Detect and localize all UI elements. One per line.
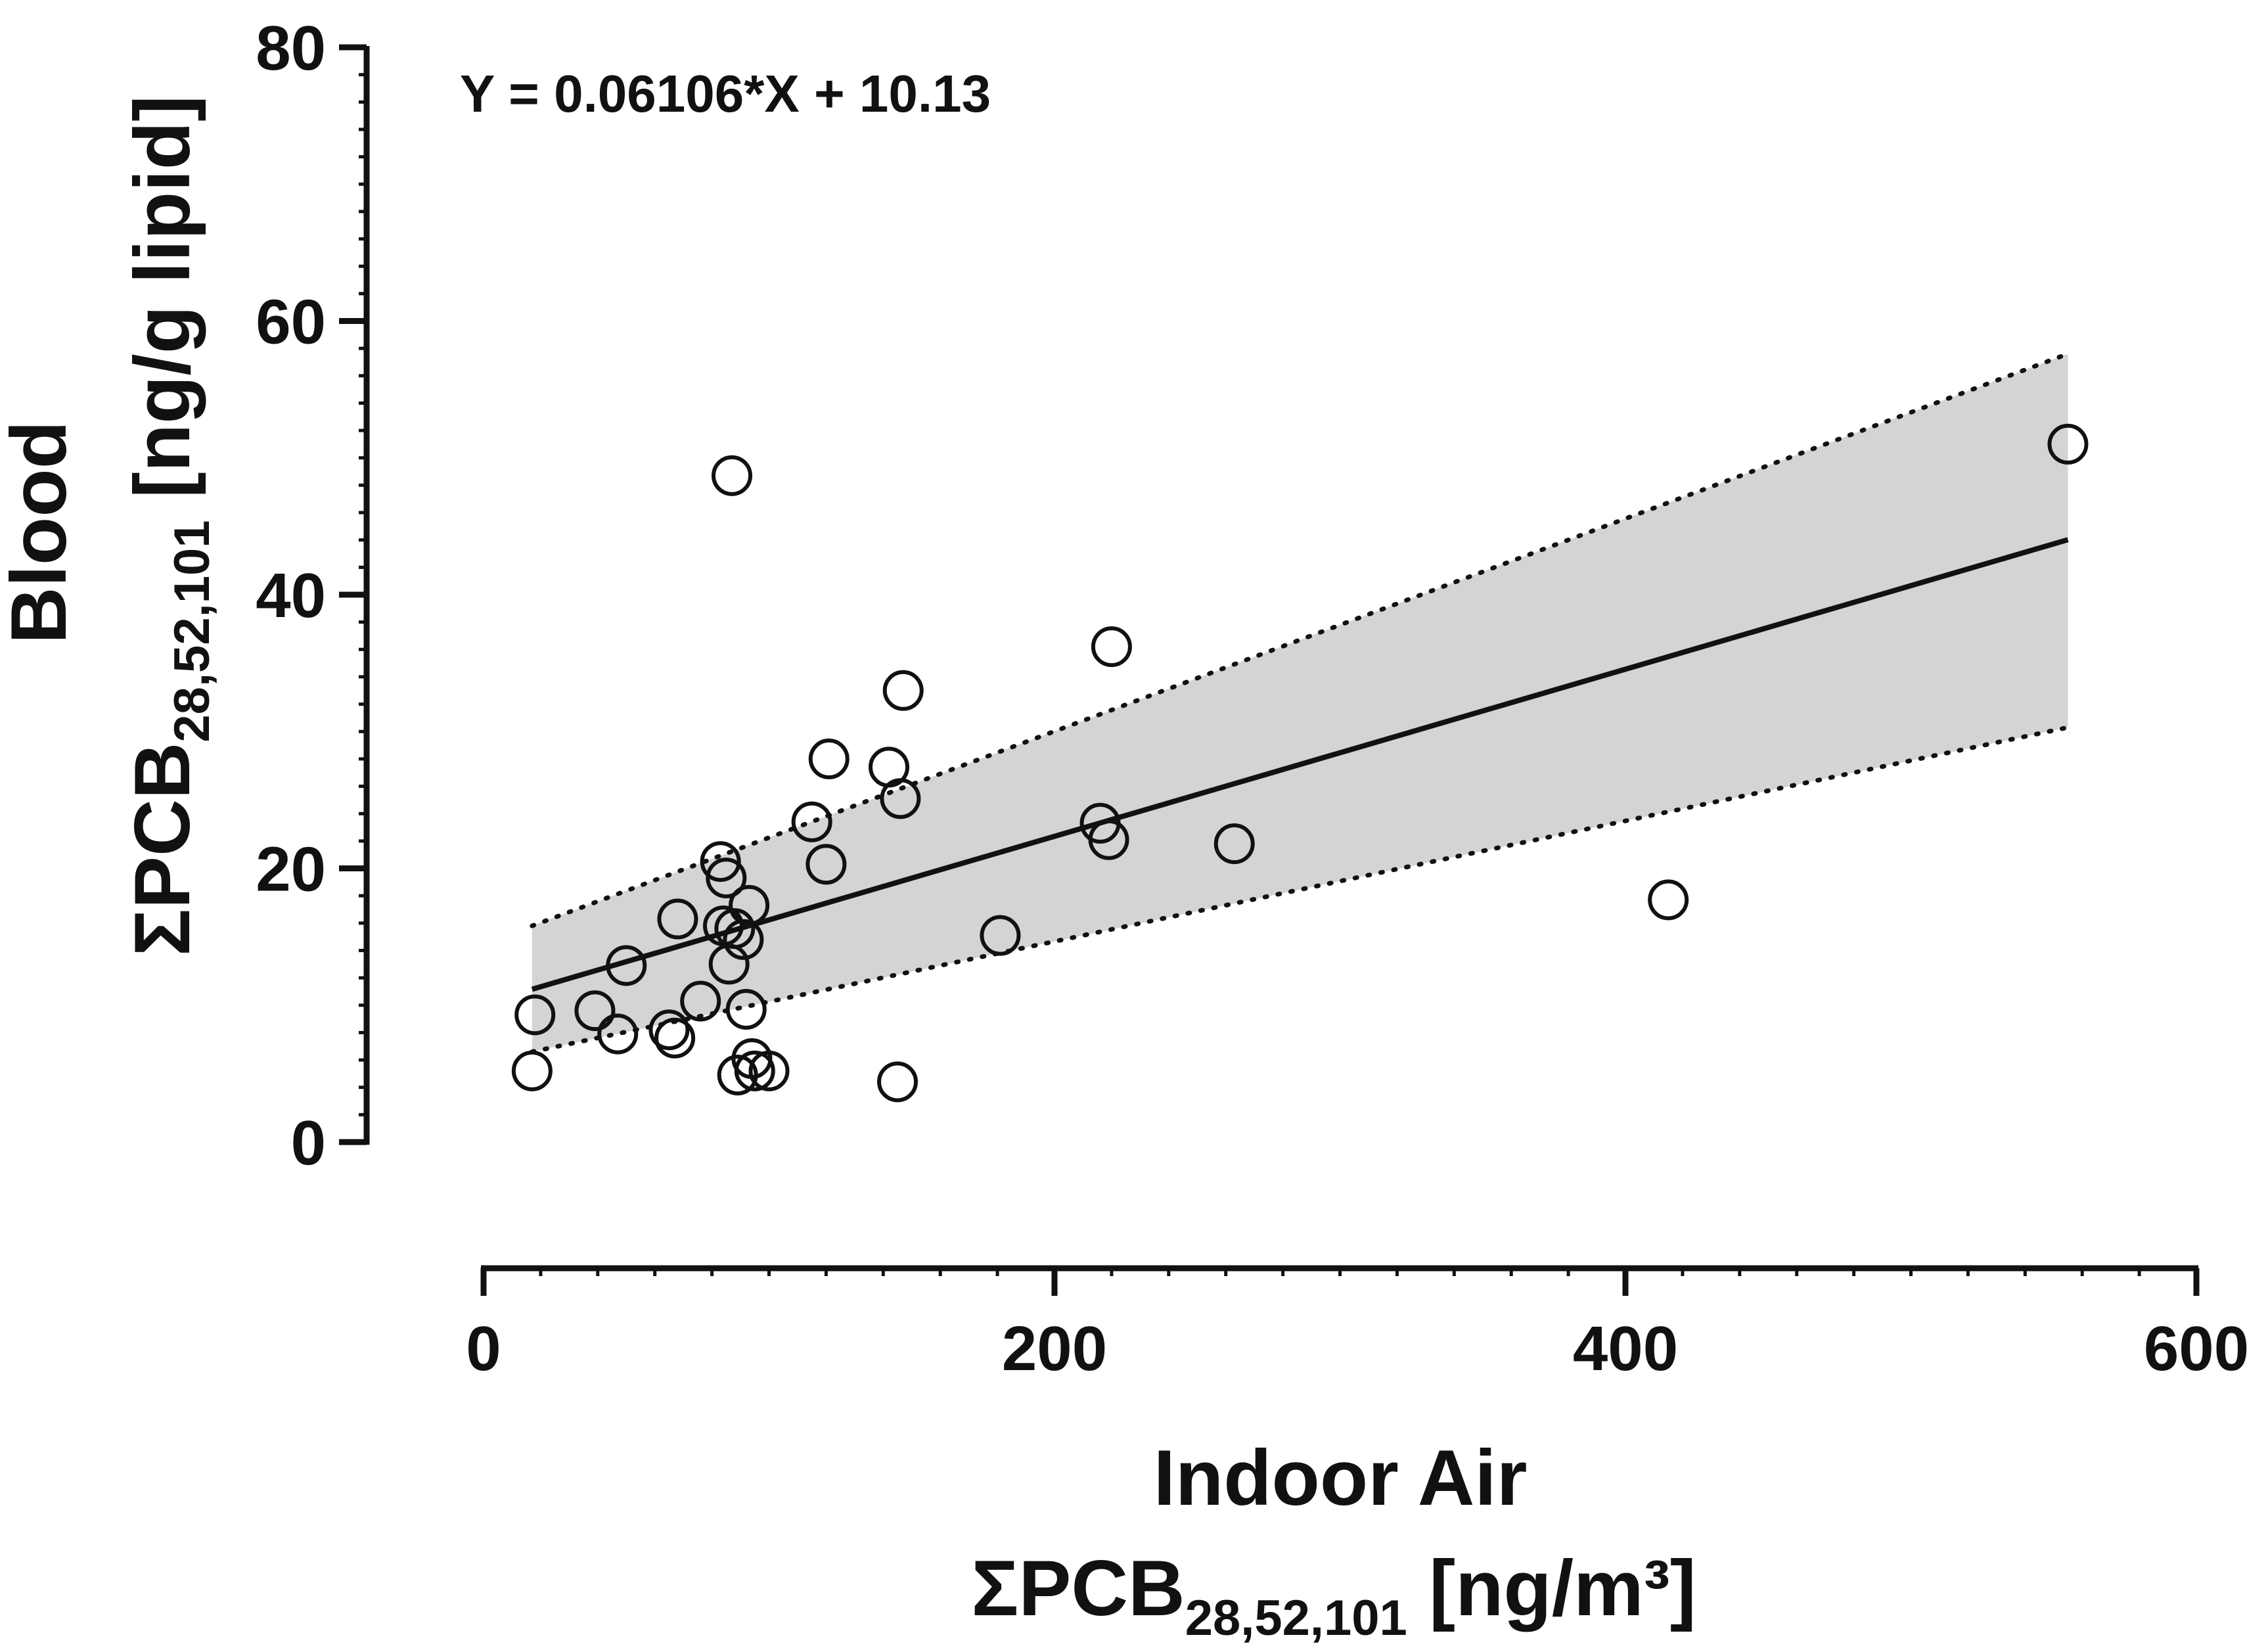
x-axis-title-line2: ΣPCB28,52,101 [ng/m³] (971, 1544, 1696, 1646)
data-point-1 (514, 994, 556, 1036)
confidence-band-fill (532, 354, 2068, 1052)
data-point-18 (729, 884, 770, 926)
data-point-17 (725, 988, 767, 1030)
data-point-5 (648, 1009, 690, 1051)
data-point-20 (734, 1050, 775, 1091)
data-point-21 (748, 1050, 790, 1091)
confidence-band-lower (530, 725, 2070, 1055)
data-point-3 (597, 1013, 639, 1055)
data-point-35 (2047, 423, 2089, 465)
regression-equation: Y = 0.06106*X + 10.13 (460, 64, 991, 123)
x-axis: 0 200 400 600 (466, 1265, 2249, 1384)
y-tick-label-40: 40 (256, 561, 326, 631)
data-point-34 (1648, 879, 1689, 921)
data-point-4 (606, 945, 647, 986)
data-point-11 (706, 858, 747, 899)
x-tick-label-600: 600 (2144, 1314, 2249, 1384)
data-point-6 (654, 1017, 696, 1059)
data-point-9 (700, 841, 741, 883)
x-label-unit: [ng/m³] (1407, 1544, 1696, 1632)
x-tick-label-0: 0 (466, 1314, 501, 1384)
y-axis-title-2: ΣPCB28,52,101 [ng/g lipid] (118, 95, 220, 956)
y-tick-label-20: 20 (256, 835, 326, 905)
data-point-0 (511, 1050, 553, 1091)
data-point-29 (980, 915, 1021, 956)
y-tick-label-60: 60 (256, 287, 326, 357)
data-point-26 (877, 1061, 919, 1103)
data-point-33 (1213, 823, 1255, 865)
x-axis-title-line1: Indoor Air (1154, 1434, 1528, 1522)
data-point-2 (574, 990, 616, 1032)
data-point-23 (805, 844, 847, 885)
data-points-layer (511, 423, 2089, 1103)
data-point-13 (712, 455, 753, 496)
confidence-band-upper (530, 351, 2070, 929)
data-point-14 (714, 908, 756, 950)
data-point-27 (880, 778, 921, 819)
x-tick-label-200: 200 (1002, 1314, 1107, 1384)
x-label-main: ΣPCB (971, 1544, 1185, 1632)
data-point-8 (680, 980, 721, 1022)
data-point-22 (791, 801, 832, 842)
y-axis-title-line2: ΣPCB28,52,101 [ng/g lipid] (118, 95, 220, 956)
y-axis: 0 20 40 60 80 (256, 13, 370, 1178)
data-point-31 (1088, 819, 1129, 860)
confidence-band-layer (530, 351, 2070, 1055)
y-label-unit: [ng/g lipid] (118, 95, 206, 520)
y-axis-ticks: 0 20 40 60 80 (256, 13, 367, 1178)
regression-line (531, 537, 2069, 992)
x-axis-ticks: 0 200 400 600 (466, 1268, 2249, 1384)
y-axis-title: Blood (0, 421, 83, 644)
x-tick-label-400: 400 (1573, 1314, 1678, 1384)
y-axis-title-line1: Blood (0, 421, 83, 644)
y-label-main: ΣPCB (118, 743, 206, 956)
data-point-7 (657, 898, 698, 940)
data-point-32 (1091, 626, 1132, 668)
regression-line-layer (531, 537, 2069, 992)
x-label-subscript: 28,52,101 (1185, 1590, 1407, 1646)
data-point-28 (882, 670, 924, 711)
data-point-24 (808, 738, 850, 779)
y-tick-label-80: 80 (256, 13, 326, 83)
y-label-subscript: 28,52,101 (164, 520, 220, 742)
y-tick-label-0: 0 (291, 1108, 326, 1178)
